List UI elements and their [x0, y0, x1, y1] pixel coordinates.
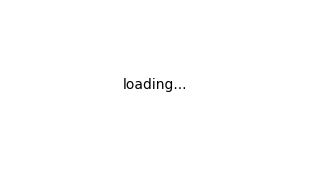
Text: loading...: loading...: [123, 78, 188, 92]
